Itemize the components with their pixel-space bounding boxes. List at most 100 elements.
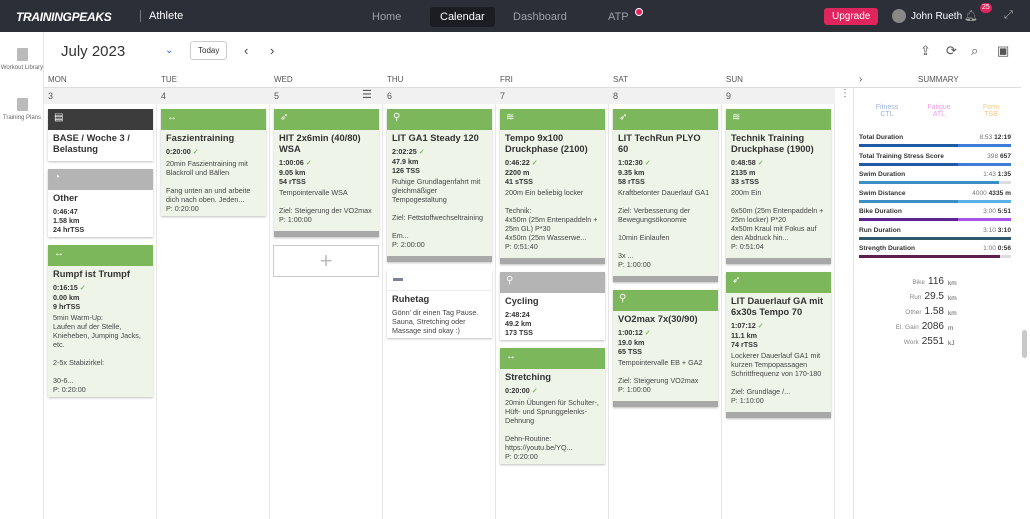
stat-value: 0:20:00	[505, 386, 530, 395]
product-label: Athlete	[140, 10, 183, 22]
workout-intensity-graph	[613, 397, 718, 407]
weekday-header: SUN	[722, 70, 835, 88]
stat-value: 58 rTSS	[618, 177, 645, 186]
fullscreen-icon[interactable]: ⤢	[1004, 9, 1013, 21]
summary-metric: Strength Duration 1:00 0:56	[859, 245, 1011, 258]
collapse-summary-icon[interactable]: ›	[859, 74, 863, 85]
next-arrow-icon[interactable]: ›	[270, 43, 275, 58]
workout-description: Ruhige Grundlagenfahrt mit gleichmäßiger…	[392, 177, 483, 240]
month-title: July 2023	[61, 43, 126, 60]
total-unit: kJ	[948, 340, 955, 347]
workout-card[interactable]: ▬ Ruhetag Gönn' dir einen Tag Pause. Sauna…	[387, 270, 492, 338]
workout-card[interactable]: ↔ Stretching 0:20:00 ✓ 20min Übungen für Sc…	[500, 348, 605, 464]
completed-check-icon: ✓	[418, 149, 425, 156]
total-value: 29.5	[924, 291, 944, 302]
summary-metric: Swim Duration 1:43 1:35	[859, 171, 1011, 184]
stat-value: 41 sTSS	[505, 177, 533, 186]
card-header: ➶	[613, 109, 718, 130]
sidebar-item-training-plans[interactable]: Training Plans	[0, 98, 44, 121]
prev-arrow-icon[interactable]: ‹	[244, 43, 249, 58]
nav-atp[interactable]: ATP	[598, 7, 643, 27]
completed-check-icon: ✓	[644, 160, 651, 167]
bike-icon: ⚲	[619, 293, 627, 304]
total-label: Work	[903, 339, 919, 346]
workout-card[interactable]: ◔ Other 0:46:47 1.58 km 24 hrTSS	[48, 169, 153, 237]
card-header: ➶	[274, 109, 379, 130]
sidebar-item-workout-library[interactable]: Workout Library	[0, 48, 44, 71]
workout-card[interactable]: ↔ Faszientraining 0:20:00 ✓ 20min Faszientr…	[161, 109, 266, 216]
card-header: ≋	[726, 109, 831, 130]
stat-value: 1.58 km	[53, 216, 80, 225]
notification-badge: 25	[980, 3, 992, 13]
metric-actual: 0:56	[997, 245, 1011, 252]
workout-title: Rumpf ist Trumpf	[53, 269, 130, 279]
sync-icon[interactable]: ⟳	[946, 43, 957, 58]
summary-total: Bike 116 km	[854, 276, 1014, 287]
metric-planned: 1:00	[983, 245, 996, 252]
weekday-header: THU	[383, 70, 496, 88]
workout-card[interactable]: ⚲ VO2max 7x(30/90) 1:00:12 ✓ 19.0 km 65 TSS T…	[613, 290, 718, 407]
total-label: Run	[909, 294, 922, 301]
workout-card[interactable]: ≋ Tempo 9x100 Druckphase (2100) 0:46:22 ✓ 2…	[500, 109, 605, 264]
user-name[interactable]: John Rueth	[911, 11, 963, 22]
add-workout-button[interactable]: +	[273, 245, 379, 277]
metric-bar	[859, 218, 1011, 221]
fitness-abbr: ATL	[932, 111, 946, 118]
metric-label: Bike Duration	[859, 208, 902, 215]
completed-check-icon: ✓	[757, 160, 764, 167]
day-column: ≋ Tempo 9x100 Druckphase (2100) 0:46:22 ✓ 2…	[496, 104, 609, 519]
total-label: Other	[905, 309, 922, 316]
metric-bar	[859, 255, 1011, 258]
total-label: El. Gain	[895, 324, 919, 331]
week-options-icon[interactable]: ⋮	[840, 88, 850, 99]
swim-icon: ≋	[732, 112, 741, 123]
workout-card[interactable]: ⚲ Cycling 2:48:24 49.2 km 173 TSS	[500, 272, 605, 340]
month-dropdown-chevron-icon[interactable]: ⌄	[165, 45, 174, 56]
card-header: ◔	[48, 169, 153, 190]
card-header: ⚲	[387, 109, 492, 130]
metric-label: Swim Duration	[859, 171, 906, 178]
card-header: ≋	[500, 109, 605, 130]
logo: TRAININGPEAKS	[16, 10, 112, 24]
couch-icon: ▬	[393, 273, 403, 284]
workout-stat: 173 TSS	[505, 328, 600, 337]
summary-total: Work 2551 kJ	[854, 336, 1014, 347]
nav-home[interactable]: Home	[372, 11, 402, 23]
upgrade-button[interactable]: Upgrade	[824, 8, 879, 25]
workout-card[interactable]: ⚲ LIT GA1 Steady 120 2:02:25 ✓ 47.9 km 126 T…	[387, 109, 492, 262]
metric-actual: 3:10	[997, 226, 1011, 234]
stat-value: 9.35 km	[618, 168, 645, 177]
avatar[interactable]	[892, 9, 906, 23]
day-number: 6	[383, 88, 496, 104]
search-icon[interactable]: ⌕	[971, 43, 979, 58]
card-header: ▬	[387, 270, 492, 291]
workout-stat: 41 sTSS	[505, 177, 600, 186]
today-button[interactable]: Today	[190, 41, 228, 60]
workout-card[interactable]: ➶ HIT 2x6min (40/80) WSA 1:00:06 ✓ 9.05 km 5…	[274, 109, 379, 237]
bell-icon[interactable]: 🔔︎	[964, 10, 978, 22]
workout-card[interactable]: ≋ Technik Training Druckphase (1900) 0:48:…	[726, 109, 831, 264]
stat-value: 9.05 km	[279, 168, 306, 177]
workout-description: Gönn' dir einen Tag Pause. Sauna, Stretc…	[392, 308, 479, 335]
workout-card[interactable]: ▤ BASE / Woche 3 / Belastung	[48, 109, 153, 161]
stat-value: 126 TSS	[392, 166, 420, 175]
workout-card[interactable]: ➶ LIT Dauerlauf GA mit 6x30s Tempo 70 1:07…	[726, 272, 831, 418]
nav-dashboard[interactable]: Dashboard	[513, 11, 567, 23]
metric-label: Strength Duration	[859, 245, 916, 252]
upload-icon[interactable]: ⇪	[920, 43, 931, 58]
workout-stat: 19.0 km	[618, 338, 713, 347]
workout-card[interactable]: ↔ Rumpf ist Trumpf 0:16:15 ✓ 0.00 km 9 hrTSS…	[48, 245, 153, 397]
workout-stat: 1:00:12 ✓	[618, 328, 713, 338]
day-menu-icon[interactable]: ☰	[362, 89, 372, 101]
nav-calendar[interactable]: Calendar	[430, 7, 495, 27]
workout-title: Stretching	[505, 372, 551, 382]
strength-icon: ↔	[167, 112, 177, 123]
stat-value: 0.00 km	[53, 293, 80, 302]
summary-metric: Bike Duration 3:00 5:51	[859, 208, 1011, 221]
weekday-header: TUE	[157, 70, 270, 88]
calendar-settings-icon[interactable]: ▣	[997, 43, 1010, 58]
workout-stat: 0:20:00 ✓	[166, 147, 261, 157]
scrollbar[interactable]	[1022, 330, 1027, 358]
metric-planned: 3:00	[983, 208, 996, 215]
workout-card[interactable]: ➶ LIT TechRun PLYO 60 1:02:30 ✓ 9.35 km 58 r…	[613, 109, 718, 282]
